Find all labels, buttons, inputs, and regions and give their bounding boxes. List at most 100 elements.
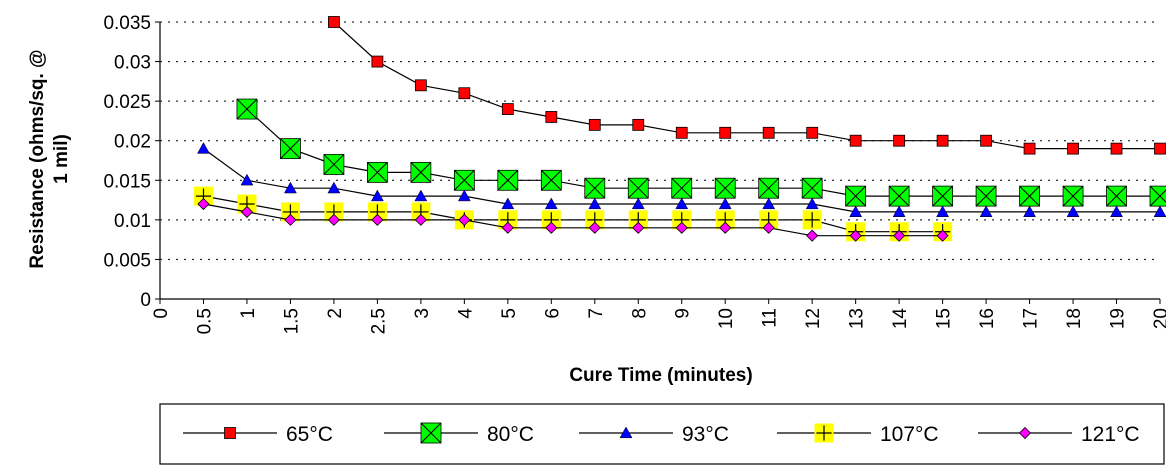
y-tick-label: 0.025 bbox=[103, 92, 151, 113]
data-point bbox=[588, 118, 601, 131]
x-tick-label: 5 bbox=[499, 308, 520, 319]
x-tick-label: 4 bbox=[455, 308, 476, 319]
data-point bbox=[1067, 142, 1079, 155]
data-point bbox=[545, 221, 558, 234]
x-tick-label: 8 bbox=[629, 308, 650, 319]
marker-cross bbox=[1062, 185, 1084, 207]
marker-cross bbox=[1149, 185, 1166, 207]
x-tick-label: 11 bbox=[760, 308, 781, 328]
data-point bbox=[806, 126, 819, 139]
legend-label: 65°C bbox=[286, 423, 333, 446]
marker-cross bbox=[888, 185, 910, 207]
marker-cross bbox=[420, 422, 442, 444]
data-point bbox=[845, 185, 867, 207]
x-tick-label: 14 bbox=[890, 308, 911, 330]
series-line bbox=[203, 203, 943, 237]
data-point bbox=[370, 189, 384, 202]
data-point bbox=[627, 177, 649, 199]
data-point bbox=[979, 205, 993, 217]
x-tick-label: 9 bbox=[673, 308, 694, 319]
legend-marker bbox=[1018, 426, 1032, 440]
x-tick-label: 0 bbox=[151, 308, 172, 319]
data-point bbox=[893, 134, 906, 147]
data-point bbox=[458, 87, 471, 100]
series-layer bbox=[193, 16, 1166, 242]
x-tick-label: 18 bbox=[1064, 308, 1085, 329]
data-point bbox=[1154, 142, 1166, 155]
series-line bbox=[333, 21, 1160, 150]
data-point bbox=[1023, 205, 1036, 217]
data-point bbox=[197, 197, 210, 211]
data-point bbox=[280, 138, 301, 160]
data-point bbox=[719, 126, 732, 139]
marker-cross bbox=[714, 177, 736, 199]
data-point bbox=[1019, 185, 1040, 207]
data-point bbox=[1153, 205, 1166, 217]
data-point bbox=[675, 126, 688, 139]
data-point bbox=[457, 189, 471, 202]
marker-cross bbox=[932, 185, 953, 207]
data-point bbox=[632, 118, 645, 131]
x-tick-label: 2 bbox=[325, 308, 346, 319]
data-point bbox=[1062, 185, 1084, 207]
data-point bbox=[802, 210, 822, 230]
data-point bbox=[718, 197, 732, 210]
data-point bbox=[714, 177, 736, 199]
x-axis-title: Cure Time (minutes) bbox=[569, 365, 752, 386]
data-point bbox=[893, 229, 906, 242]
data-point bbox=[324, 202, 344, 222]
y-tick-label: 0.02 bbox=[114, 132, 151, 153]
x-tick-label: 6 bbox=[542, 308, 563, 319]
data-point bbox=[932, 185, 954, 207]
data-point bbox=[1106, 185, 1127, 207]
y-tick-label: 0.01 bbox=[114, 211, 151, 232]
data-point bbox=[806, 229, 819, 242]
data-point bbox=[675, 197, 689, 210]
legend-label: 93°C bbox=[682, 423, 729, 446]
y-axis-title: Resistance (ohms/sq. @ 1 mil) bbox=[27, 49, 72, 268]
series-2 bbox=[197, 142, 1166, 217]
legend-item-3: 107°C bbox=[777, 423, 939, 446]
y-tick-label: 0.03 bbox=[114, 53, 151, 74]
data-point bbox=[497, 169, 519, 191]
data-point bbox=[414, 79, 427, 92]
marker-plus bbox=[816, 425, 832, 441]
x-tick-label: 15 bbox=[934, 308, 955, 329]
marker-cross bbox=[1019, 185, 1040, 207]
data-point bbox=[675, 221, 688, 234]
data-point bbox=[284, 181, 297, 194]
legend-label: 80°C bbox=[487, 423, 534, 446]
marker-cross bbox=[497, 169, 519, 191]
marker-cross bbox=[584, 177, 606, 199]
data-point bbox=[936, 134, 949, 147]
y-tick-label: 0.005 bbox=[103, 250, 151, 271]
data-point bbox=[805, 197, 819, 210]
legend-box bbox=[159, 403, 1165, 465]
legend-marker bbox=[224, 427, 236, 439]
x-tick-label: 19 bbox=[1108, 308, 1129, 329]
data-point bbox=[849, 205, 863, 217]
data-point bbox=[632, 221, 645, 234]
data-point bbox=[328, 16, 340, 28]
data-point bbox=[327, 181, 341, 194]
marker-cross bbox=[801, 177, 823, 199]
data-point bbox=[975, 185, 997, 207]
marker-cross bbox=[323, 154, 345, 175]
data-point bbox=[240, 205, 254, 219]
marker-cross bbox=[410, 162, 432, 183]
axes bbox=[159, 22, 1160, 300]
data-point bbox=[936, 205, 950, 217]
data-point bbox=[544, 197, 558, 210]
series-1 bbox=[236, 98, 1166, 207]
x-tick-label: 3 bbox=[412, 308, 433, 319]
y-tick-labels: 0 0.005 0.01 0.015 0.02 0.025 0.03 0.035 bbox=[103, 13, 160, 311]
data-point bbox=[410, 161, 432, 183]
series-3 bbox=[193, 186, 953, 242]
legend-marker bbox=[420, 422, 442, 444]
data-point bbox=[588, 197, 602, 210]
x-tick-label: 12 bbox=[803, 308, 824, 329]
data-point bbox=[197, 142, 210, 154]
marker-cross bbox=[758, 177, 780, 199]
data-point bbox=[888, 185, 910, 207]
x-tick-label: 20 bbox=[1151, 308, 1166, 329]
